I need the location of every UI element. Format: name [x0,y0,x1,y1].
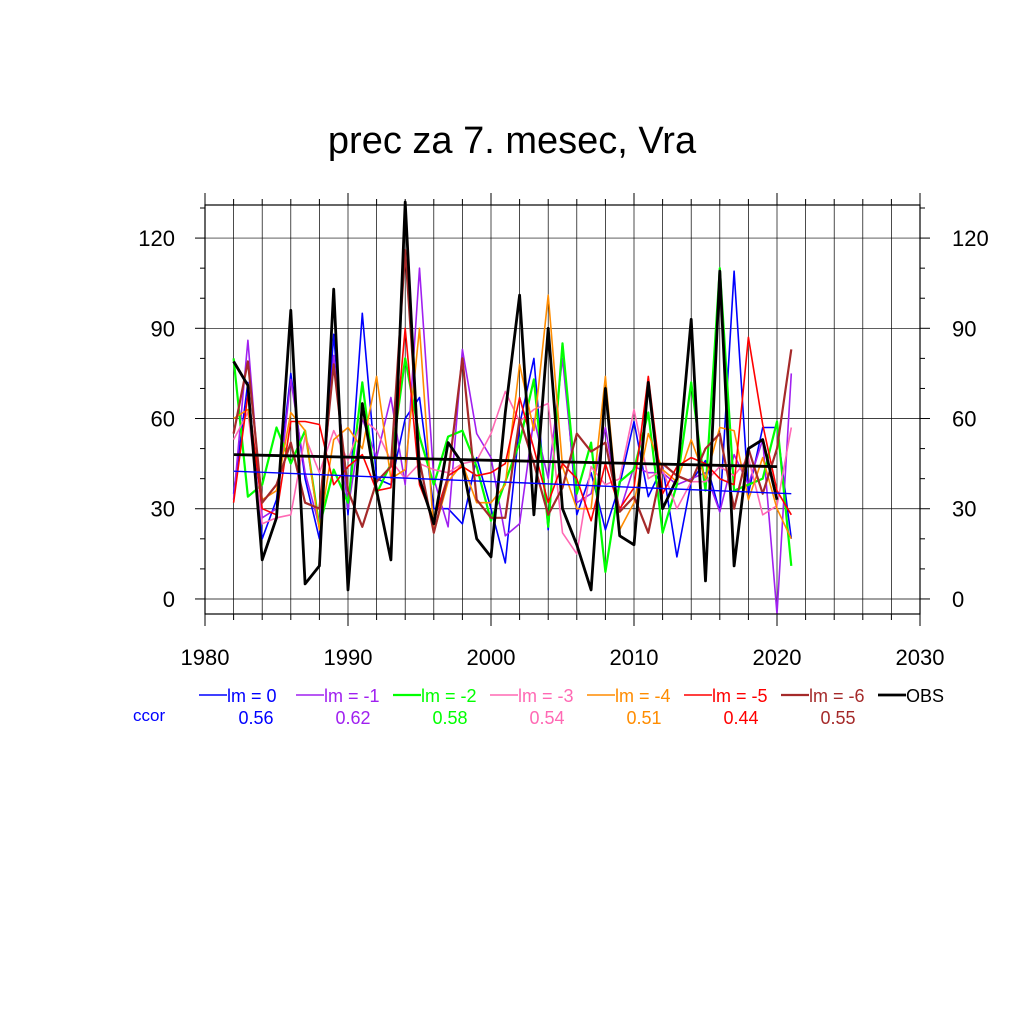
y-tick-label-right: 0 [952,587,964,612]
grid-lines [205,205,920,614]
ccor-value: 0.58 [432,708,467,728]
legend-label: lm = -3 [518,686,574,706]
y-tick-label-left: 60 [151,407,175,432]
series-lines [232,200,793,615]
ccor-value: 0.55 [820,708,855,728]
trend-obs-line [233,453,778,469]
series-line-lm-4 [233,294,793,540]
ccor-value: 0.54 [529,708,564,728]
ccor-value: 0.51 [626,708,661,728]
y-tick-label-left: 90 [151,316,175,341]
y-tick-label-left: 120 [138,226,175,251]
legend-label: lm = -5 [712,686,768,706]
x-tick-label: 1980 [181,645,230,670]
legend-label: OBS [906,686,944,706]
ccor-value: 0.44 [723,708,758,728]
y-tick-label-right: 30 [952,497,976,522]
x-tick-label: 2010 [610,645,659,670]
ccor-value: 0.56 [238,708,273,728]
trend-lm-0-line [233,470,792,495]
x-tick-label: 2000 [467,645,516,670]
y-tick-label-right: 60 [952,407,976,432]
legend-label: lm = 0 [227,686,277,706]
x-tick-label: 2030 [896,645,945,670]
y-tick-label-left: 0 [163,587,175,612]
axis-ticks [195,193,930,626]
legend-label: lm = -4 [615,686,671,706]
y-tick-label-left: 30 [151,497,175,522]
chart-title: prec za 7. mesec, Vra [327,120,697,162]
plot-frame [204,204,921,615]
series-line-obs [232,200,779,592]
y-tick-label-right: 90 [952,316,976,341]
legend-label: lm = -2 [421,686,477,706]
ccor-value: 0.62 [335,708,370,728]
legend-label: lm = -1 [324,686,380,706]
legend-label: lm = -6 [809,686,865,706]
ccor-label: ccor [133,706,166,725]
y-tick-label-right: 120 [952,226,989,251]
x-tick-label: 1990 [324,645,373,670]
x-tick-label: 2020 [753,645,802,670]
